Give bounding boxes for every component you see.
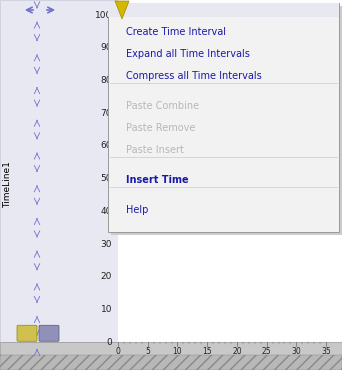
Bar [108,3,339,232]
Text: 0: 0 [106,338,112,347]
Bar [0,355,342,370]
Bar [118,0,342,342]
FancyBboxPatch shape [39,325,59,341]
Text: 0: 0 [116,347,120,356]
Text: Paste Remove: Paste Remove [126,123,195,133]
Text: Insert Time: Insert Time [126,175,189,185]
Text: 40: 40 [101,207,112,216]
Text: 30: 30 [291,347,301,356]
Text: 35: 35 [321,347,331,356]
Text: 90: 90 [101,43,112,52]
Text: 10: 10 [173,347,182,356]
Polygon shape [115,1,129,19]
Text: 60: 60 [101,141,112,150]
Text: 30: 30 [101,240,112,249]
Text: Help: Help [126,205,148,215]
Bar [0,342,342,370]
Text: 20: 20 [232,347,242,356]
Text: Compress all Time Intervals: Compress all Time Intervals [126,71,262,81]
Text: 100: 100 [95,10,112,20]
Text: 10: 10 [101,305,112,314]
Bar [0,0,118,342]
Text: 80: 80 [101,76,112,85]
Text: 70: 70 [101,109,112,118]
Text: TimeLine1: TimeLine1 [3,162,13,208]
FancyBboxPatch shape [17,325,37,341]
Text: 5: 5 [145,347,150,356]
Text: 50: 50 [101,174,112,183]
Text: 15: 15 [202,347,212,356]
Text: Paste Insert: Paste Insert [126,145,184,155]
Text: 25: 25 [262,347,272,356]
Bar [111,6,342,235]
Text: Expand all Time Intervals: Expand all Time Intervals [126,49,250,59]
Bar [108,3,339,17]
Text: Create Time Interval: Create Time Interval [126,27,226,37]
Text: 20: 20 [101,272,112,281]
Text: Paste Combine: Paste Combine [126,101,199,111]
